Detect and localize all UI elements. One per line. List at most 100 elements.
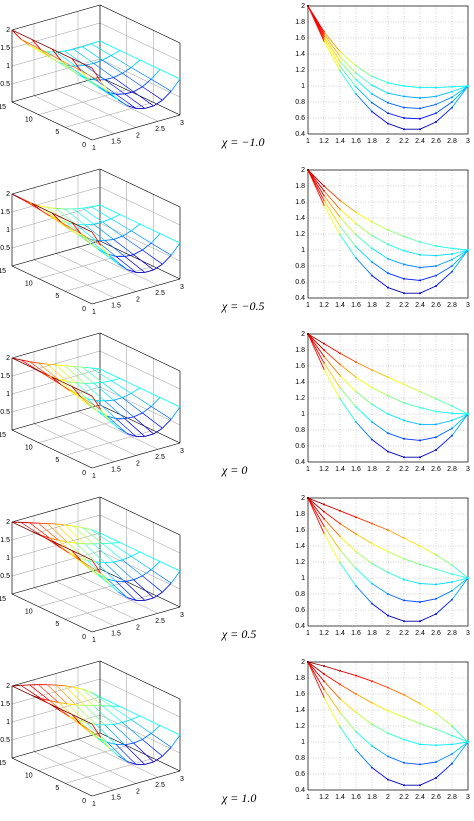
curve-point [371,403,373,406]
curve-segment [355,421,373,440]
surface-segment [144,597,154,601]
curve-point [387,394,389,397]
grid-line [11,696,101,723]
curve-point [355,533,357,535]
curve-point [419,763,421,766]
surface-mesh-line [93,382,114,401]
axis-box-edge [11,660,101,687]
curve-point [403,716,405,719]
curve-segment [371,75,389,84]
plot-frame [307,5,469,135]
z-tick-label: 1.5 [0,45,10,52]
surface-segment [133,412,143,418]
surface-segment [40,534,50,539]
surface-mesh-line [142,412,163,429]
curve-point [387,122,389,125]
curve-point [387,81,389,84]
curve-segment [323,31,341,52]
surface-mesh-line [131,556,152,571]
surface-mesh-line [38,684,59,703]
curve-point [387,243,389,246]
surface-mesh-line [71,386,93,397]
surface-mesh-line [102,382,123,398]
surface-mesh-line [20,685,41,699]
x-tick-label: 3 [466,302,470,309]
x-tick-label: 1.8 [367,630,377,637]
curve-point [323,185,325,187]
surface-segment [67,381,77,384]
x-tick-label: 2.2 [399,466,409,473]
x-tick-label: 2.5 [155,290,165,297]
y-tick-label: 0.4 [295,131,305,138]
x-tick-label: 2.4 [415,138,425,145]
curve-point [371,582,373,585]
surface-segment [127,433,137,437]
surface-segment [31,39,42,50]
surface-mesh-line [104,79,126,95]
depth-tick-label: 15 [0,432,6,439]
y-tick-label: 1.8 [295,19,305,26]
curve-point [323,368,325,371]
surface-segment [78,719,88,724]
surface-mesh-line [151,242,172,256]
x-tick-label: 2 [386,302,390,309]
surface-mesh-line [91,367,112,381]
curve-segment [339,51,357,67]
curve-point [419,292,421,295]
x-tick-label: 1.8 [367,466,377,473]
surface-mesh-line [60,59,81,72]
grid-line [65,594,154,620]
plot-frame [307,497,469,627]
z-tick-label: 1 [6,227,10,234]
surface-segment [111,542,121,544]
x-tick-label: 2 [136,132,140,139]
curve-point [419,545,421,547]
curve-segment [371,369,389,378]
surface-mesh-line [89,80,110,93]
surface-mesh-line [71,550,93,561]
curve-point [435,86,437,89]
surface-segment [109,91,119,101]
curve-segment [451,413,469,436]
surface-segment [78,234,88,239]
surface-mesh-line [115,93,137,109]
depth-tick-label: 15 [0,596,6,603]
curve-segment [339,387,357,408]
surface-segment [11,684,21,687]
curve-segment [435,271,453,287]
depth-tick-label: 0 [82,798,86,805]
curve-point [371,75,373,78]
curve-segment [371,261,389,274]
curve-segment [339,208,357,224]
grid-line [55,417,137,456]
curve-point [339,233,341,236]
curve-point [323,349,325,351]
curve-point [323,199,325,202]
curve-segment [419,436,437,441]
surface-segment [111,214,121,220]
curve-point [355,361,357,363]
surface-segment [133,249,143,256]
surface-mesh-line [113,724,134,744]
curve-point [355,233,357,236]
curve-segment [355,551,373,564]
y-tick-label: 1.4 [295,707,305,714]
z-tick-label: 2 [6,27,10,34]
curve-point [435,112,437,115]
surface-segment [113,559,123,563]
curve-point [403,761,405,764]
curve-point [387,92,389,95]
curve-point [419,117,421,120]
curve-segment [387,102,405,109]
curve-point [419,279,421,282]
curve-segment [387,243,405,252]
surface-segment [124,742,134,746]
surface-mesh-line [64,524,86,545]
x-tick-label: 1.8 [367,302,377,309]
surface-mesh-line [20,198,41,211]
y-tick-label: 1 [301,247,305,254]
surface-segment [107,741,117,745]
curve-point [355,72,357,75]
y-tick-label: 0.8 [295,263,305,270]
x-tick-label: 2 [386,138,390,145]
